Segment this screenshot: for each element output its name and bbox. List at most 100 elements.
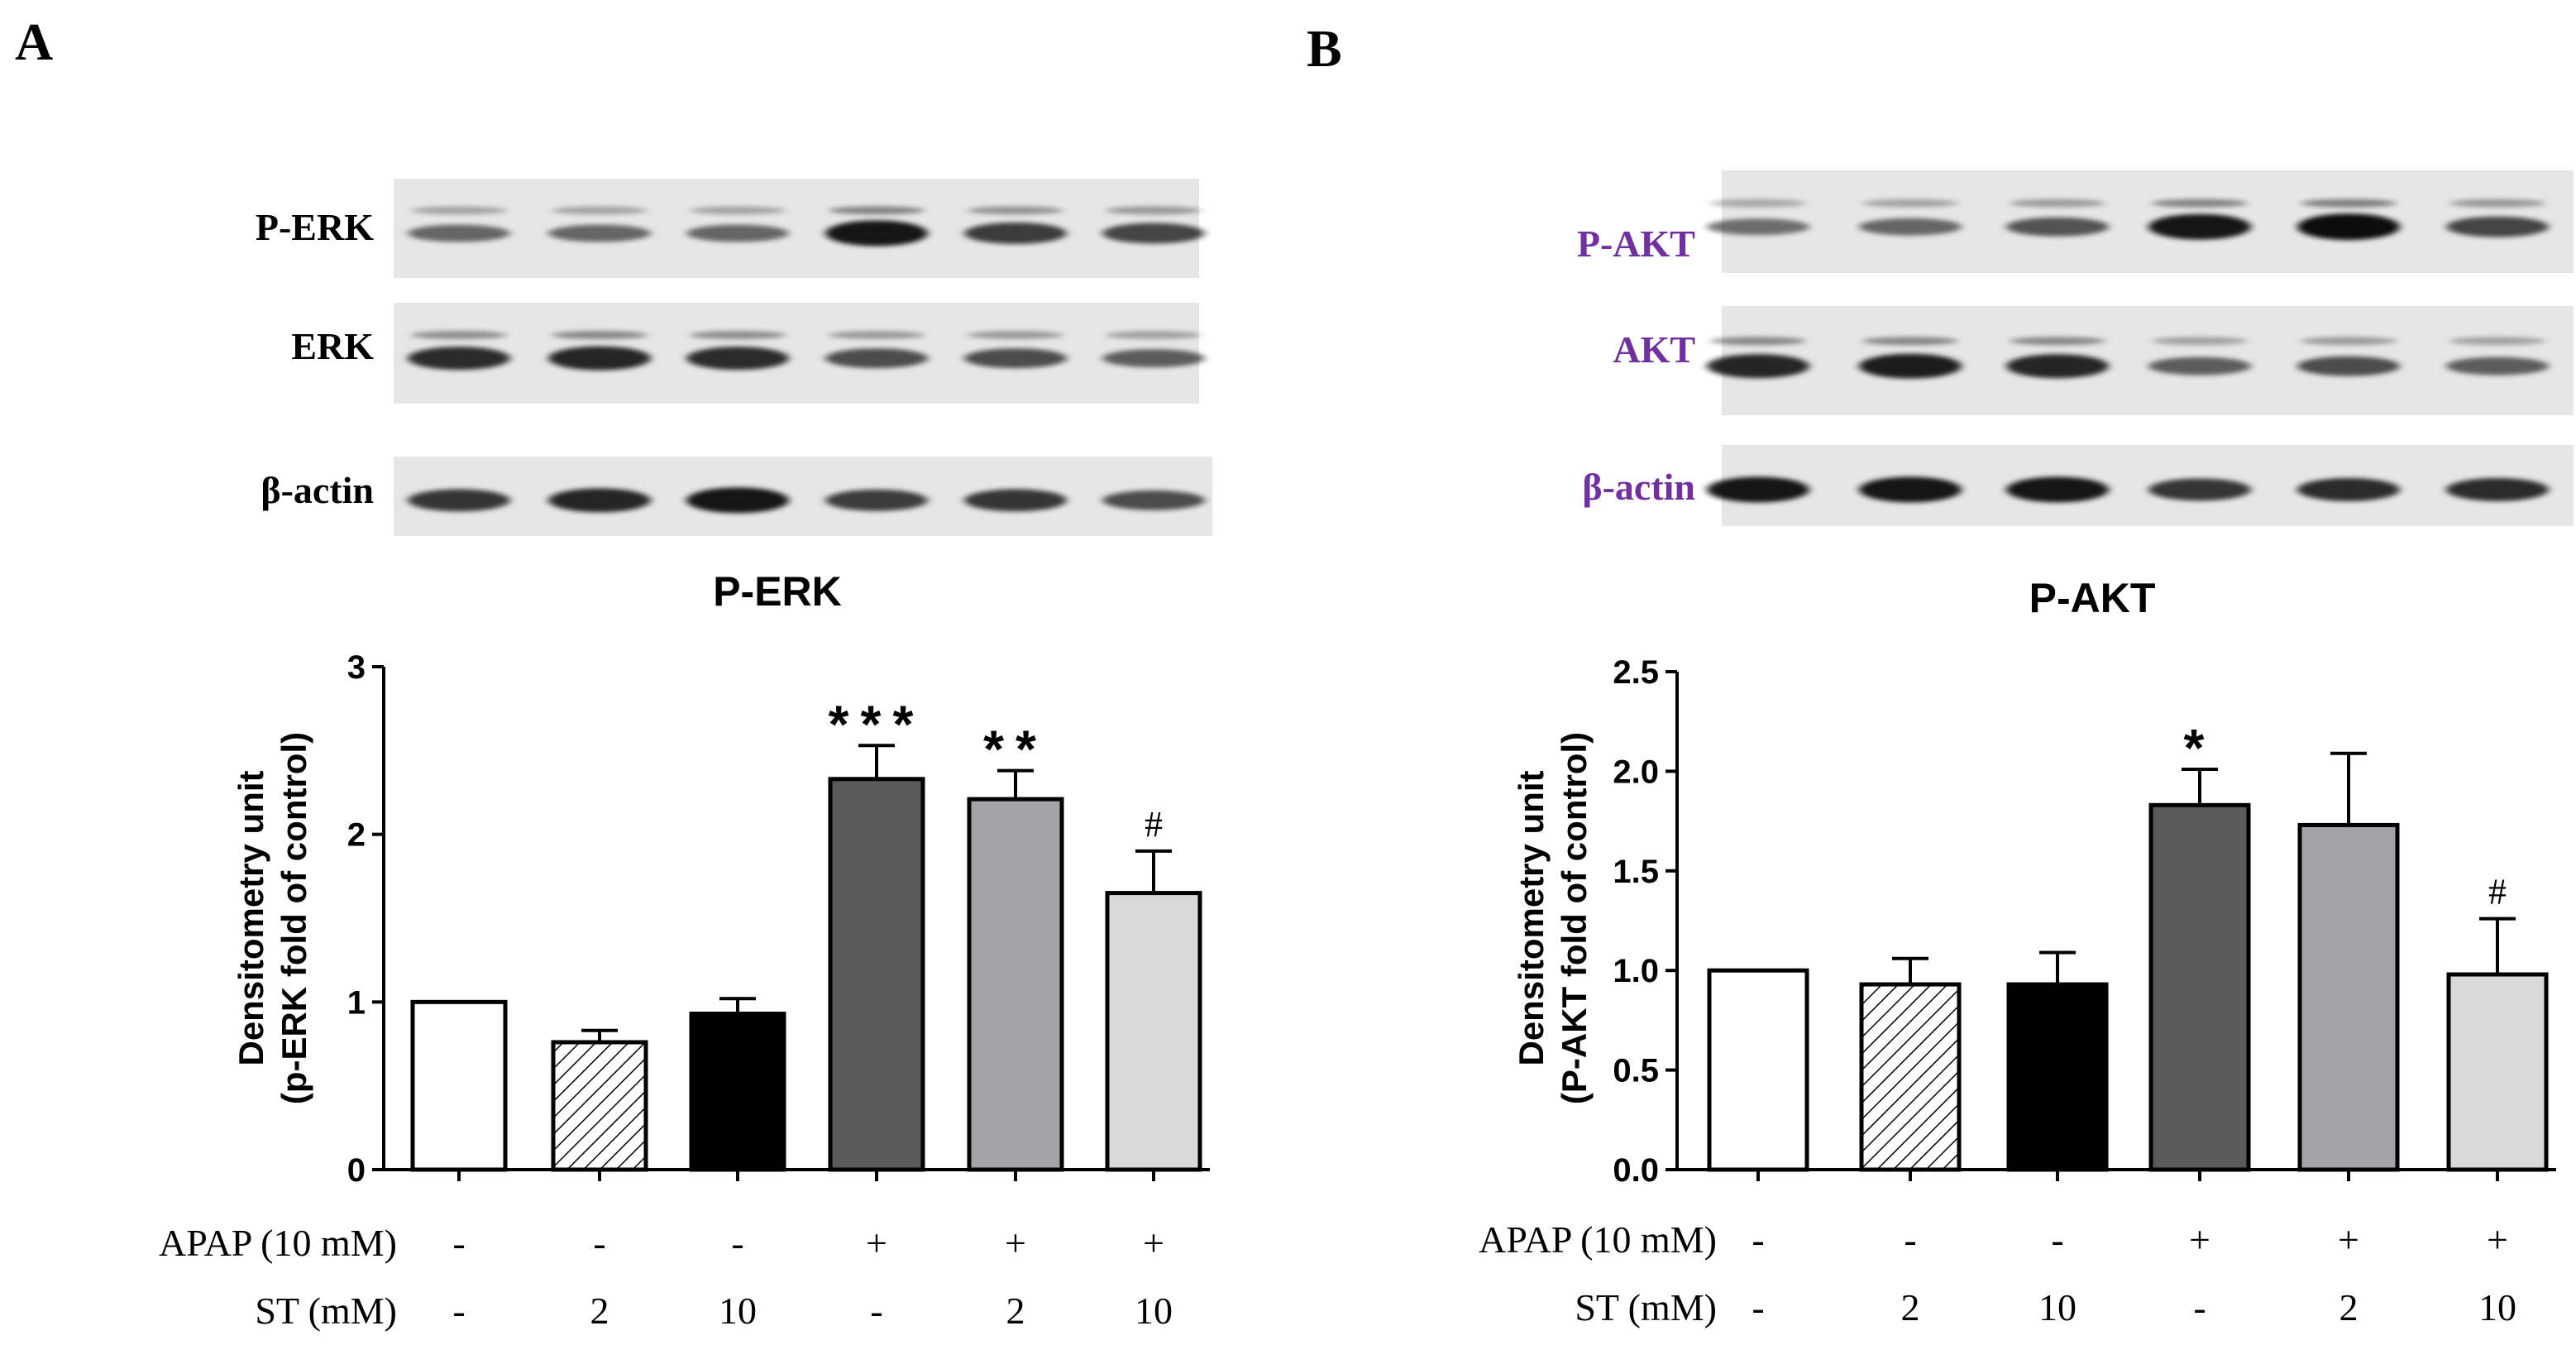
blot-label-beta-actin: β-actin: [260, 469, 374, 511]
blot-band: [686, 224, 789, 242]
western-blots-a: [394, 179, 1212, 536]
blot-band: [1102, 490, 1205, 510]
blot-band: [686, 347, 789, 371]
blot-band: [1707, 476, 1809, 503]
blot-band: [2148, 357, 2251, 376]
blot-band-upper: [1862, 199, 1958, 208]
bar: [2297, 822, 2400, 1172]
blot-band-upper: [2152, 199, 2248, 208]
bar: [967, 797, 1064, 1172]
treatment-value: -: [452, 1222, 465, 1264]
significance-label: #: [1145, 804, 1163, 845]
blot-band-upper: [1106, 331, 1202, 340]
blot-labels-b: P-AKT AKT β-actin: [1577, 223, 1695, 508]
treatment-label-apap-a: APAP (10 mM): [159, 1222, 397, 1264]
treatment-label-st-b: ST (mM): [1575, 1286, 1717, 1328]
blot-label-p-erk: P-ERK: [256, 206, 374, 248]
chart-title-b: P-AKT: [2029, 575, 2156, 621]
bar: [410, 999, 508, 1172]
treatment-value: -: [452, 1290, 465, 1332]
treatment-value: 10: [2038, 1286, 2077, 1328]
y-tick-label: 1: [347, 984, 366, 1021]
bar: [1707, 968, 1809, 1172]
y-tick-label: 0.0: [1613, 1152, 1659, 1189]
blot-strip-2: [394, 303, 1199, 404]
blot-band: [1707, 218, 1809, 236]
blot-band: [408, 347, 510, 371]
bar: [2148, 802, 2251, 1172]
blot-band-upper: [968, 206, 1063, 215]
blot-band-upper: [2301, 337, 2397, 346]
y-axis-label-line1-a: Densitometry unit: [232, 770, 270, 1065]
blot-band: [964, 223, 1067, 244]
treatment-value: 10: [719, 1290, 757, 1332]
blot-label-akt: AKT: [1613, 328, 1695, 371]
blot-band-upper: [2449, 337, 2545, 346]
treatment-label-apap-b: APAP (10 mM): [1479, 1218, 1717, 1261]
blot-band: [2148, 213, 2251, 240]
treatment-value: 10: [1135, 1290, 1173, 1332]
y-axis-label-line2-a: (p-ERK fold of control): [275, 732, 313, 1104]
blot-band: [825, 348, 928, 369]
western-blots-b: [1707, 170, 2574, 526]
blot-band-upper: [2449, 199, 2545, 208]
blot-band: [548, 224, 651, 242]
treatment-value: +: [2487, 1218, 2508, 1261]
treatment-values-a: - - - + + + - 2 10 - 2 10: [452, 1222, 1173, 1332]
blot-labels-a: P-ERK ERK β-actin: [256, 206, 374, 511]
blot-band-upper: [829, 331, 925, 340]
y-tick-label: 2.0: [1613, 754, 1659, 790]
bar: [2006, 982, 2109, 1172]
blot-band: [548, 488, 651, 513]
bar: [2446, 972, 2549, 1172]
blot-label-beta-actin-b: β-actin: [1582, 466, 1695, 508]
blot-band: [686, 487, 789, 514]
treatment-values-b: - - - + + + - 2 10 - 2 10: [1752, 1218, 2516, 1328]
treatment-value: +: [866, 1222, 887, 1264]
treatment-label-st-a: ST (mM): [255, 1290, 397, 1332]
blot-band-upper: [2010, 199, 2105, 208]
significance-label: **: [983, 720, 1048, 779]
blot-strip-3: [1722, 445, 2574, 526]
blot-band-upper: [829, 206, 925, 215]
bar: [828, 777, 925, 1172]
treatment-value: -: [870, 1290, 882, 1332]
y-tick-label: 1.0: [1613, 953, 1659, 989]
blot-band-upper: [552, 206, 648, 215]
blot-band: [2446, 216, 2549, 237]
bar: [551, 1040, 648, 1172]
blot-strip-2: [1722, 306, 2574, 415]
treatment-value: -: [2193, 1286, 2206, 1328]
treatment-value: +: [1143, 1222, 1164, 1264]
blot-band-upper: [1862, 337, 1958, 346]
blot-band-upper: [1710, 337, 1806, 346]
treatment-value: 2: [2339, 1286, 2359, 1328]
blot-band: [2297, 213, 2400, 241]
treatment-value: -: [731, 1222, 743, 1264]
panel-letter-b: B: [1307, 19, 1342, 78]
blot-band: [1859, 476, 1962, 503]
blot-band: [825, 220, 928, 247]
blot-band: [825, 489, 928, 511]
treatment-value: 10: [2478, 1286, 2516, 1328]
blot-band-upper: [968, 331, 1063, 340]
blot-band: [964, 348, 1067, 369]
blot-band-upper: [2301, 199, 2397, 208]
blot-band: [2446, 477, 2549, 501]
blot-band: [548, 346, 651, 371]
treatment-value: -: [1752, 1218, 1764, 1261]
treatment-value: -: [593, 1222, 605, 1264]
treatment-value: 2: [1901, 1286, 1920, 1328]
blot-band: [1859, 218, 1962, 236]
blot-strip-1: [1722, 170, 2574, 273]
blot-band: [2297, 356, 2400, 376]
blot-band-upper: [411, 206, 507, 215]
treatment-value: +: [1005, 1222, 1026, 1264]
treatment-value: 2: [1006, 1290, 1025, 1332]
blot-band: [2446, 357, 2549, 376]
blot-band: [1102, 223, 1205, 244]
blot-band: [2006, 354, 2109, 379]
chart-title-a: P-ERK: [713, 568, 842, 615]
treatment-value: -: [1904, 1218, 1916, 1261]
